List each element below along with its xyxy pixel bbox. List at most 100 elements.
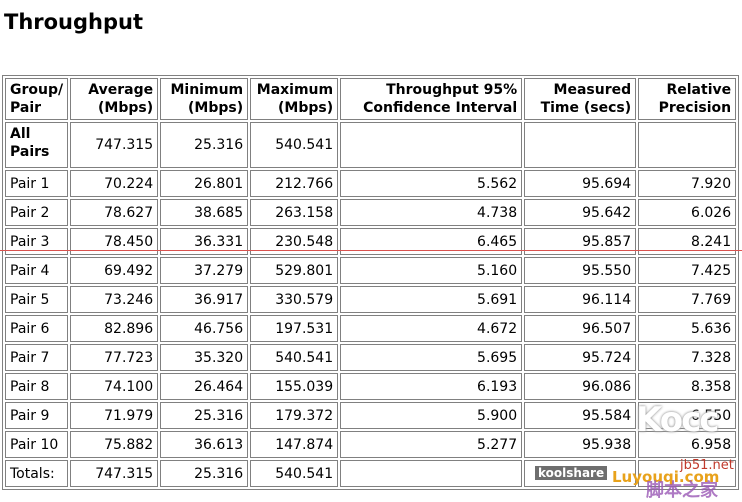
red-annotation-line bbox=[0, 250, 742, 251]
cell-maximum: 330.579 bbox=[250, 286, 339, 313]
cell-pair: Pair 6 bbox=[5, 315, 69, 342]
header-minimum: Minimum (Mbps) bbox=[160, 78, 249, 120]
cell-average: 747.315 bbox=[70, 122, 159, 168]
table-row: Pair 8 74.100 26.464 155.039 6.193 96.08… bbox=[5, 373, 737, 400]
header-measured-time: Measured Time (secs) bbox=[524, 78, 637, 120]
table-row: Pair 4 69.492 37.279 529.801 5.160 95.55… bbox=[5, 257, 737, 284]
cell-relative-precision: 6.550 bbox=[638, 402, 737, 429]
cell-maximum: 147.874 bbox=[250, 431, 339, 458]
cell-confidence-interval: 5.160 bbox=[340, 257, 523, 284]
cell-totals-label: Totals: bbox=[5, 460, 69, 487]
cell-minimum: 25.316 bbox=[160, 460, 249, 487]
cell-confidence-interval bbox=[340, 122, 523, 168]
cell-maximum: 155.039 bbox=[250, 373, 339, 400]
cell-minimum: 25.316 bbox=[160, 122, 249, 168]
cell-relative-precision: 6.026 bbox=[638, 199, 737, 226]
cell-confidence-interval: 6.465 bbox=[340, 228, 523, 255]
cell-maximum: 540.541 bbox=[250, 122, 339, 168]
cell-pair: Pair 1 bbox=[5, 170, 69, 197]
cell-relative-precision: 7.328 bbox=[638, 344, 737, 371]
cell-average: 78.450 bbox=[70, 228, 159, 255]
cell-measured-time: 96.114 bbox=[524, 286, 637, 313]
header-row: Group/Pair Average (Mbps) Minimum (Mbps) M… bbox=[5, 78, 737, 120]
cell-measured-time: 95.857 bbox=[524, 228, 637, 255]
cell-maximum: 197.531 bbox=[250, 315, 339, 342]
cell-minimum: 38.685 bbox=[160, 199, 249, 226]
header-maximum: Maximum (Mbps) bbox=[250, 78, 339, 120]
cell-relative-precision: 7.769 bbox=[638, 286, 737, 313]
header-average: Average (Mbps) bbox=[70, 78, 159, 120]
cell-relative-precision: 6.958 bbox=[638, 431, 737, 458]
table-row: Pair 9 71.979 25.316 179.372 5.900 95.58… bbox=[5, 402, 737, 429]
script-home-watermark: 脚本之家 bbox=[646, 480, 718, 501]
cell-confidence-interval: 5.695 bbox=[340, 344, 523, 371]
table-row: Pair 5 73.246 36.917 330.579 5.691 96.11… bbox=[5, 286, 737, 313]
cell-relative-precision: 8.241 bbox=[638, 228, 737, 255]
cell-measured-time: 96.507 bbox=[524, 315, 637, 342]
table-row: Pair 10 75.882 36.613 147.874 5.277 95.9… bbox=[5, 431, 737, 458]
page-title: Throughput bbox=[4, 10, 144, 34]
cell-maximum: 263.158 bbox=[250, 199, 339, 226]
luyouqi-watermark: Luyouqi.com bbox=[612, 468, 720, 486]
cell-measured-time: 95.938 bbox=[524, 431, 637, 458]
cell-minimum: 46.756 bbox=[160, 315, 249, 342]
header-confidence-interval: Throughput 95% Confidence Interval bbox=[340, 78, 523, 120]
cell-confidence-interval bbox=[340, 460, 523, 487]
cell-measured-time: 95.724 bbox=[524, 344, 637, 371]
cell-pair: Pair 9 bbox=[5, 402, 69, 429]
cell-group: All Pairs bbox=[5, 122, 69, 168]
cell-confidence-interval: 6.193 bbox=[340, 373, 523, 400]
cell-measured-time: 95.694 bbox=[524, 170, 637, 197]
cell-average: 78.627 bbox=[70, 199, 159, 226]
cell-average: 82.896 bbox=[70, 315, 159, 342]
cell-maximum: 230.548 bbox=[250, 228, 339, 255]
header-group-pair: Group/Pair bbox=[5, 78, 69, 120]
cell-measured-time: 95.642 bbox=[524, 199, 637, 226]
cell-average: 70.224 bbox=[70, 170, 159, 197]
kocc-watermark: Kocc bbox=[636, 400, 719, 440]
cell-relative-precision bbox=[638, 122, 737, 168]
cell-maximum: 540.541 bbox=[250, 344, 339, 371]
cell-pair: Pair 3 bbox=[5, 228, 69, 255]
cell-average: 73.246 bbox=[70, 286, 159, 313]
cell-confidence-interval: 4.672 bbox=[340, 315, 523, 342]
cell-pair: Pair 5 bbox=[5, 286, 69, 313]
cell-pair: Pair 8 bbox=[5, 373, 69, 400]
cell-minimum: 26.801 bbox=[160, 170, 249, 197]
cell-minimum: 36.331 bbox=[160, 228, 249, 255]
all-pairs-row: All Pairs 747.315 25.316 540.541 bbox=[5, 122, 737, 168]
cell-confidence-interval: 4.738 bbox=[340, 199, 523, 226]
cell-pair: Pair 7 bbox=[5, 344, 69, 371]
cell-measured-time: 95.550 bbox=[524, 257, 637, 284]
cell-minimum: 25.316 bbox=[160, 402, 249, 429]
cell-relative-precision: 7.920 bbox=[638, 170, 737, 197]
cell-minimum: 37.279 bbox=[160, 257, 249, 284]
cell-minimum: 36.613 bbox=[160, 431, 249, 458]
jb51-watermark: jb51.net bbox=[680, 458, 734, 473]
cell-measured-time bbox=[524, 122, 637, 168]
cell-pair: Pair 10 bbox=[5, 431, 69, 458]
cell-minimum: 26.464 bbox=[160, 373, 249, 400]
cell-maximum: 540.541 bbox=[250, 460, 339, 487]
table-row: Pair 1 70.224 26.801 212.766 5.562 95.69… bbox=[5, 170, 737, 197]
cell-minimum: 36.917 bbox=[160, 286, 249, 313]
cell-pair: Pair 4 bbox=[5, 257, 69, 284]
koolshare-watermark: koolshare bbox=[535, 466, 608, 480]
cell-average: 747.315 bbox=[70, 460, 159, 487]
cell-confidence-interval: 5.562 bbox=[340, 170, 523, 197]
cell-relative-precision bbox=[638, 460, 737, 487]
cell-confidence-interval: 5.900 bbox=[340, 402, 523, 429]
cell-relative-precision: 5.636 bbox=[638, 315, 737, 342]
cell-pair: Pair 2 bbox=[5, 199, 69, 226]
totals-row: Totals: 747.315 25.316 540.541 bbox=[5, 460, 737, 487]
cell-confidence-interval: 5.277 bbox=[340, 431, 523, 458]
cell-average: 69.492 bbox=[70, 257, 159, 284]
table-row: Pair 7 77.723 35.320 540.541 5.695 95.72… bbox=[5, 344, 737, 371]
cell-relative-precision: 8.358 bbox=[638, 373, 737, 400]
table-row: Pair 6 82.896 46.756 197.531 4.672 96.50… bbox=[5, 315, 737, 342]
cell-measured-time: 96.086 bbox=[524, 373, 637, 400]
throughput-table: Group/Pair Average (Mbps) Minimum (Mbps) M… bbox=[2, 75, 740, 490]
cell-maximum: 529.801 bbox=[250, 257, 339, 284]
table-row: Pair 3 78.450 36.331 230.548 6.465 95.85… bbox=[5, 228, 737, 255]
table-row: Pair 2 78.627 38.685 263.158 4.738 95.64… bbox=[5, 199, 737, 226]
